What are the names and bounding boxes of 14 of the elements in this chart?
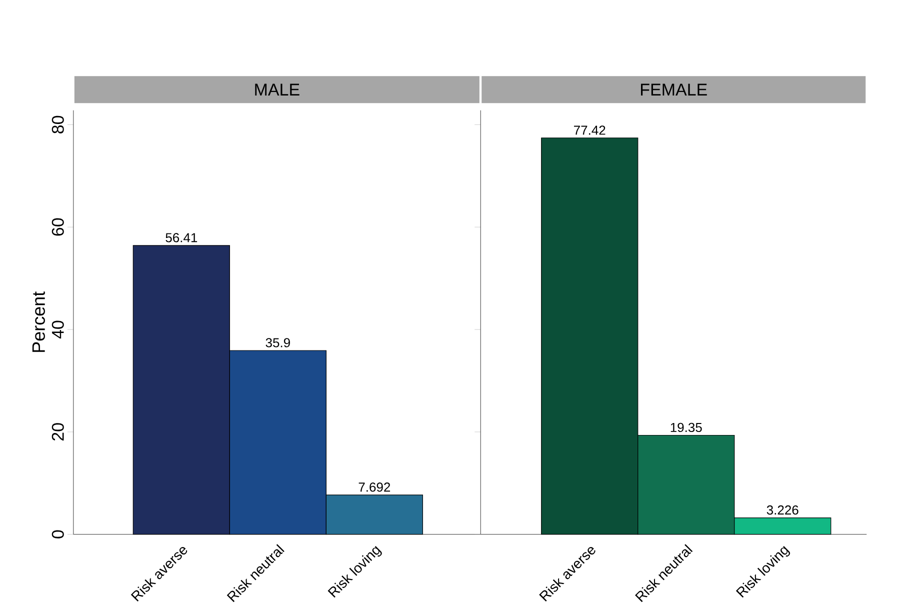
y-tick-label: 20	[52, 423, 64, 441]
chart-title: MALE	[255, 84, 300, 96]
data-label: 19.35	[670, 422, 702, 432]
data-label: 7.692	[358, 482, 390, 492]
y-axis-title: Percent	[32, 292, 45, 352]
data-label: 3.226	[766, 506, 798, 515]
y-tick-label: 80	[52, 116, 64, 134]
data-label: 35.9	[266, 338, 290, 348]
y-tick-label: 40	[52, 320, 64, 339]
chart-title: FEMALE	[641, 84, 707, 96]
data-label: 77.42	[574, 126, 606, 135]
y-tick-label: 0	[52, 530, 64, 538]
data-label: 56.41	[166, 233, 198, 242]
y-tick-label: 60	[52, 218, 64, 236]
